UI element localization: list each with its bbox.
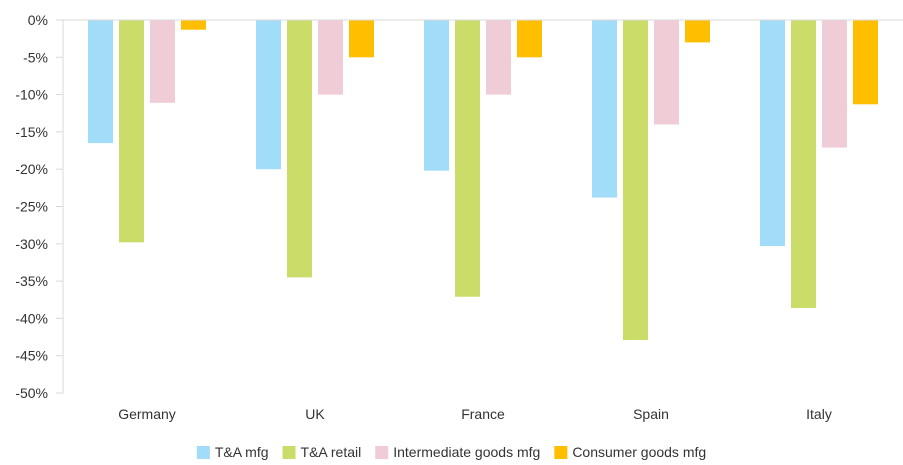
legend-item: Intermediate goods mfg [375, 444, 540, 460]
y-axis: 0% -5% -10% -15% -20% -25% -30% -35% -40% -45% -50… [15, 12, 64, 401]
legend-swatch [554, 446, 568, 459]
y-tick-label: -40% [15, 310, 48, 326]
x-axis: Germany UK France Spain Italy [63, 19, 903, 422]
x-category-label: Italy [806, 406, 832, 422]
legend-swatch [375, 446, 389, 459]
legend-label: Consumer goods mfg [572, 444, 706, 460]
bar-france-series-0 [424, 20, 449, 171]
bar-uk-series-0 [256, 20, 281, 170]
legend-item: Consumer goods mfg [554, 444, 706, 460]
x-category-label: France [461, 406, 505, 422]
x-category-label: UK [305, 406, 325, 422]
legend-label: T&A mfg [215, 444, 269, 460]
x-category-label: Spain [633, 406, 669, 422]
bar-italy-series-2 [822, 20, 847, 148]
bar-uk-series-2 [318, 20, 343, 95]
bar-uk-series-1 [287, 20, 312, 278]
bar-france-series-3 [517, 20, 542, 58]
bar-italy-series-1 [791, 20, 816, 308]
y-tick-label: -15% [15, 124, 48, 140]
legend-swatch [282, 446, 296, 459]
bars-group [88, 20, 878, 341]
y-tick-label: -35% [15, 273, 48, 289]
bar-italy-series-3 [853, 20, 878, 105]
y-tick-label: 0% [28, 12, 48, 28]
legend-label: Intermediate goods mfg [393, 444, 540, 460]
bar-spain-series-3 [685, 20, 710, 43]
legend: T&A mfg T&A retail Intermediate goods mfg C… [196, 444, 706, 460]
bar-spain-series-1 [623, 20, 648, 341]
bar-germany-series-0 [88, 20, 113, 144]
bar-france-series-2 [486, 20, 511, 95]
bar-italy-series-0 [760, 20, 785, 247]
legend-swatch [196, 446, 210, 459]
y-tick-label: -30% [15, 236, 48, 252]
y-tick-label: -10% [15, 87, 48, 103]
legend-item: T&A retail [282, 444, 362, 460]
y-tick-label: -25% [15, 199, 48, 215]
legend-item: T&A mfg [196, 444, 269, 460]
bar-germany-series-2 [150, 20, 175, 103]
bar-france-series-1 [455, 20, 480, 297]
bar-germany-series-3 [181, 20, 206, 30]
bar-spain-series-0 [592, 20, 617, 198]
bar-germany-series-1 [119, 20, 144, 243]
y-tick-label: -45% [15, 348, 48, 364]
y-tick-label: -5% [23, 49, 48, 65]
bar-uk-series-3 [349, 20, 374, 58]
x-category-label: Germany [118, 406, 176, 422]
bar-spain-series-2 [654, 20, 679, 125]
legend-label: T&A retail [301, 444, 362, 460]
y-tick-label: -50% [15, 385, 48, 401]
y-tick-label: -20% [15, 161, 48, 177]
